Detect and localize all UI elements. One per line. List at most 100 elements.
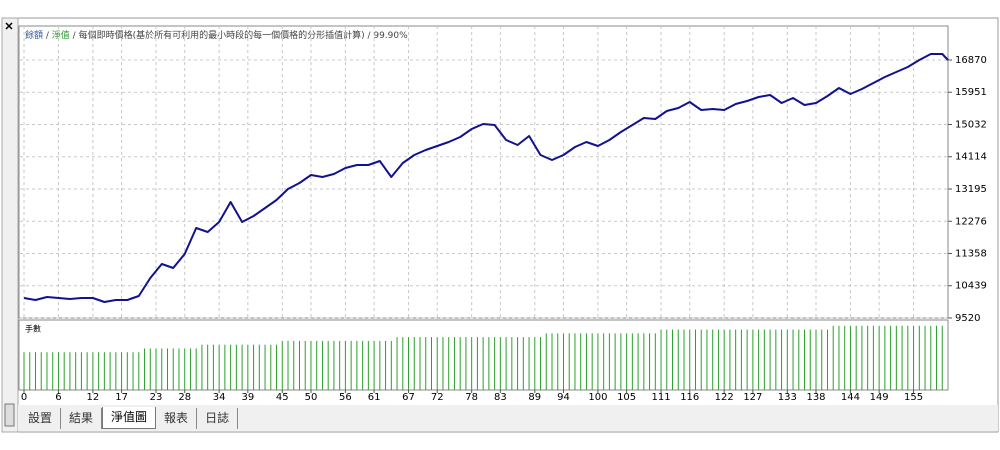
x-tick-label: 100: [588, 392, 607, 403]
volume-bar: [184, 348, 186, 390]
volume-bar: [717, 329, 719, 390]
x-tick-label: 127: [743, 392, 762, 403]
volume-bar: [884, 325, 886, 390]
volume-bar: [941, 325, 943, 390]
y-tick-label: 15951: [955, 87, 987, 98]
volume-bar: [815, 329, 817, 390]
tab[interactable]: 報表: [156, 407, 198, 429]
volume-bar: [528, 337, 530, 390]
volume-bar: [781, 329, 783, 390]
volume-bar: [276, 344, 278, 390]
volume-bar: [540, 337, 542, 390]
volume-bar: [430, 337, 432, 390]
volume-bar: [247, 344, 249, 390]
x-tick-label: 122: [715, 392, 734, 403]
volume-bar: [144, 348, 146, 390]
y-tick-label: 15032: [955, 120, 987, 131]
volume-bar: [758, 329, 760, 390]
y-tick-label: 16870: [955, 55, 987, 66]
volume-bar: [511, 337, 513, 390]
tab[interactable]: 淨值圖: [102, 407, 157, 429]
volume-bar: [230, 344, 232, 390]
volume-bar: [562, 333, 564, 390]
close-button[interactable]: [5, 22, 13, 30]
volume-bar: [178, 348, 180, 390]
volume-bar: [689, 329, 691, 390]
volume-bar: [631, 333, 633, 390]
volume-bar: [327, 340, 329, 390]
y-tick-label: 10439: [955, 281, 987, 292]
volume-bar: [258, 344, 260, 390]
tab[interactable]: 日誌: [197, 407, 239, 429]
volume-bar: [367, 340, 369, 390]
volume-bar: [212, 344, 214, 390]
volume-bar: [482, 337, 484, 390]
volume-bar: [591, 333, 593, 390]
volume-bar: [207, 344, 209, 390]
volume-bar: [735, 329, 737, 390]
x-tick-label: 111: [652, 392, 671, 403]
volume-bar: [304, 340, 306, 390]
volume-bar: [804, 329, 806, 390]
volume-bar: [121, 352, 123, 390]
volume-bar: [166, 348, 168, 390]
legend-equity: 淨值: [52, 29, 70, 41]
volume-bar: [132, 352, 134, 390]
volume-bar: [402, 337, 404, 390]
volume-bar: [918, 325, 920, 390]
volume-bar: [92, 352, 94, 390]
volume-bar: [287, 340, 289, 390]
tab[interactable]: 結果: [61, 407, 103, 429]
separator: /: [70, 31, 79, 41]
volume-bar: [752, 329, 754, 390]
volume-bar: [706, 329, 708, 390]
volume-bar: [826, 329, 828, 390]
volume-bar: [786, 329, 788, 390]
volume-bar: [34, 352, 36, 390]
volume-bar: [453, 337, 455, 390]
volume-bar: [597, 333, 599, 390]
volume-bar: [672, 329, 674, 390]
volume-bar: [339, 340, 341, 390]
volume-bar: [385, 340, 387, 390]
volume-bar: [551, 333, 553, 390]
volume-bar: [494, 337, 496, 390]
volume-bar: [253, 344, 255, 390]
volume-bar: [419, 337, 421, 390]
volume-bar: [396, 337, 398, 390]
x-tick-label: 39: [241, 392, 254, 403]
volume-bar: [798, 329, 800, 390]
volume-bar: [890, 325, 892, 390]
balance-line: [23, 53, 949, 303]
volume-bar: [52, 352, 54, 390]
volume-bar: [235, 344, 237, 390]
y-tick-label: 13195: [955, 184, 987, 195]
volume-bar: [344, 340, 346, 390]
volume-bar: [310, 340, 312, 390]
volume-bar: [356, 340, 358, 390]
volume-bar: [643, 333, 645, 390]
y-tick-label: 11358: [955, 248, 987, 259]
volume-bar: [878, 325, 880, 390]
volume-bar: [712, 329, 714, 390]
volume-bar: [103, 352, 105, 390]
separator: /: [365, 31, 374, 41]
volume-bar: [849, 325, 851, 390]
volume-bar: [580, 333, 582, 390]
tab[interactable]: 設置: [20, 407, 62, 429]
volume-bar: [448, 337, 450, 390]
y-tick-label: 14114: [955, 152, 987, 163]
volume-bar: [98, 352, 100, 390]
volume-bar: [649, 333, 651, 390]
x-tick-label: 34: [213, 392, 226, 403]
volume-bar: [683, 329, 685, 390]
volume-bar: [614, 333, 616, 390]
volume-bar: [172, 348, 174, 390]
separator: /: [43, 31, 52, 41]
volume-bar: [218, 344, 220, 390]
volume-bar: [861, 325, 863, 390]
volume-bar: [557, 333, 559, 390]
volume-bar: [316, 340, 318, 390]
volume-bar: [350, 340, 352, 390]
volume-bar: [901, 325, 903, 390]
